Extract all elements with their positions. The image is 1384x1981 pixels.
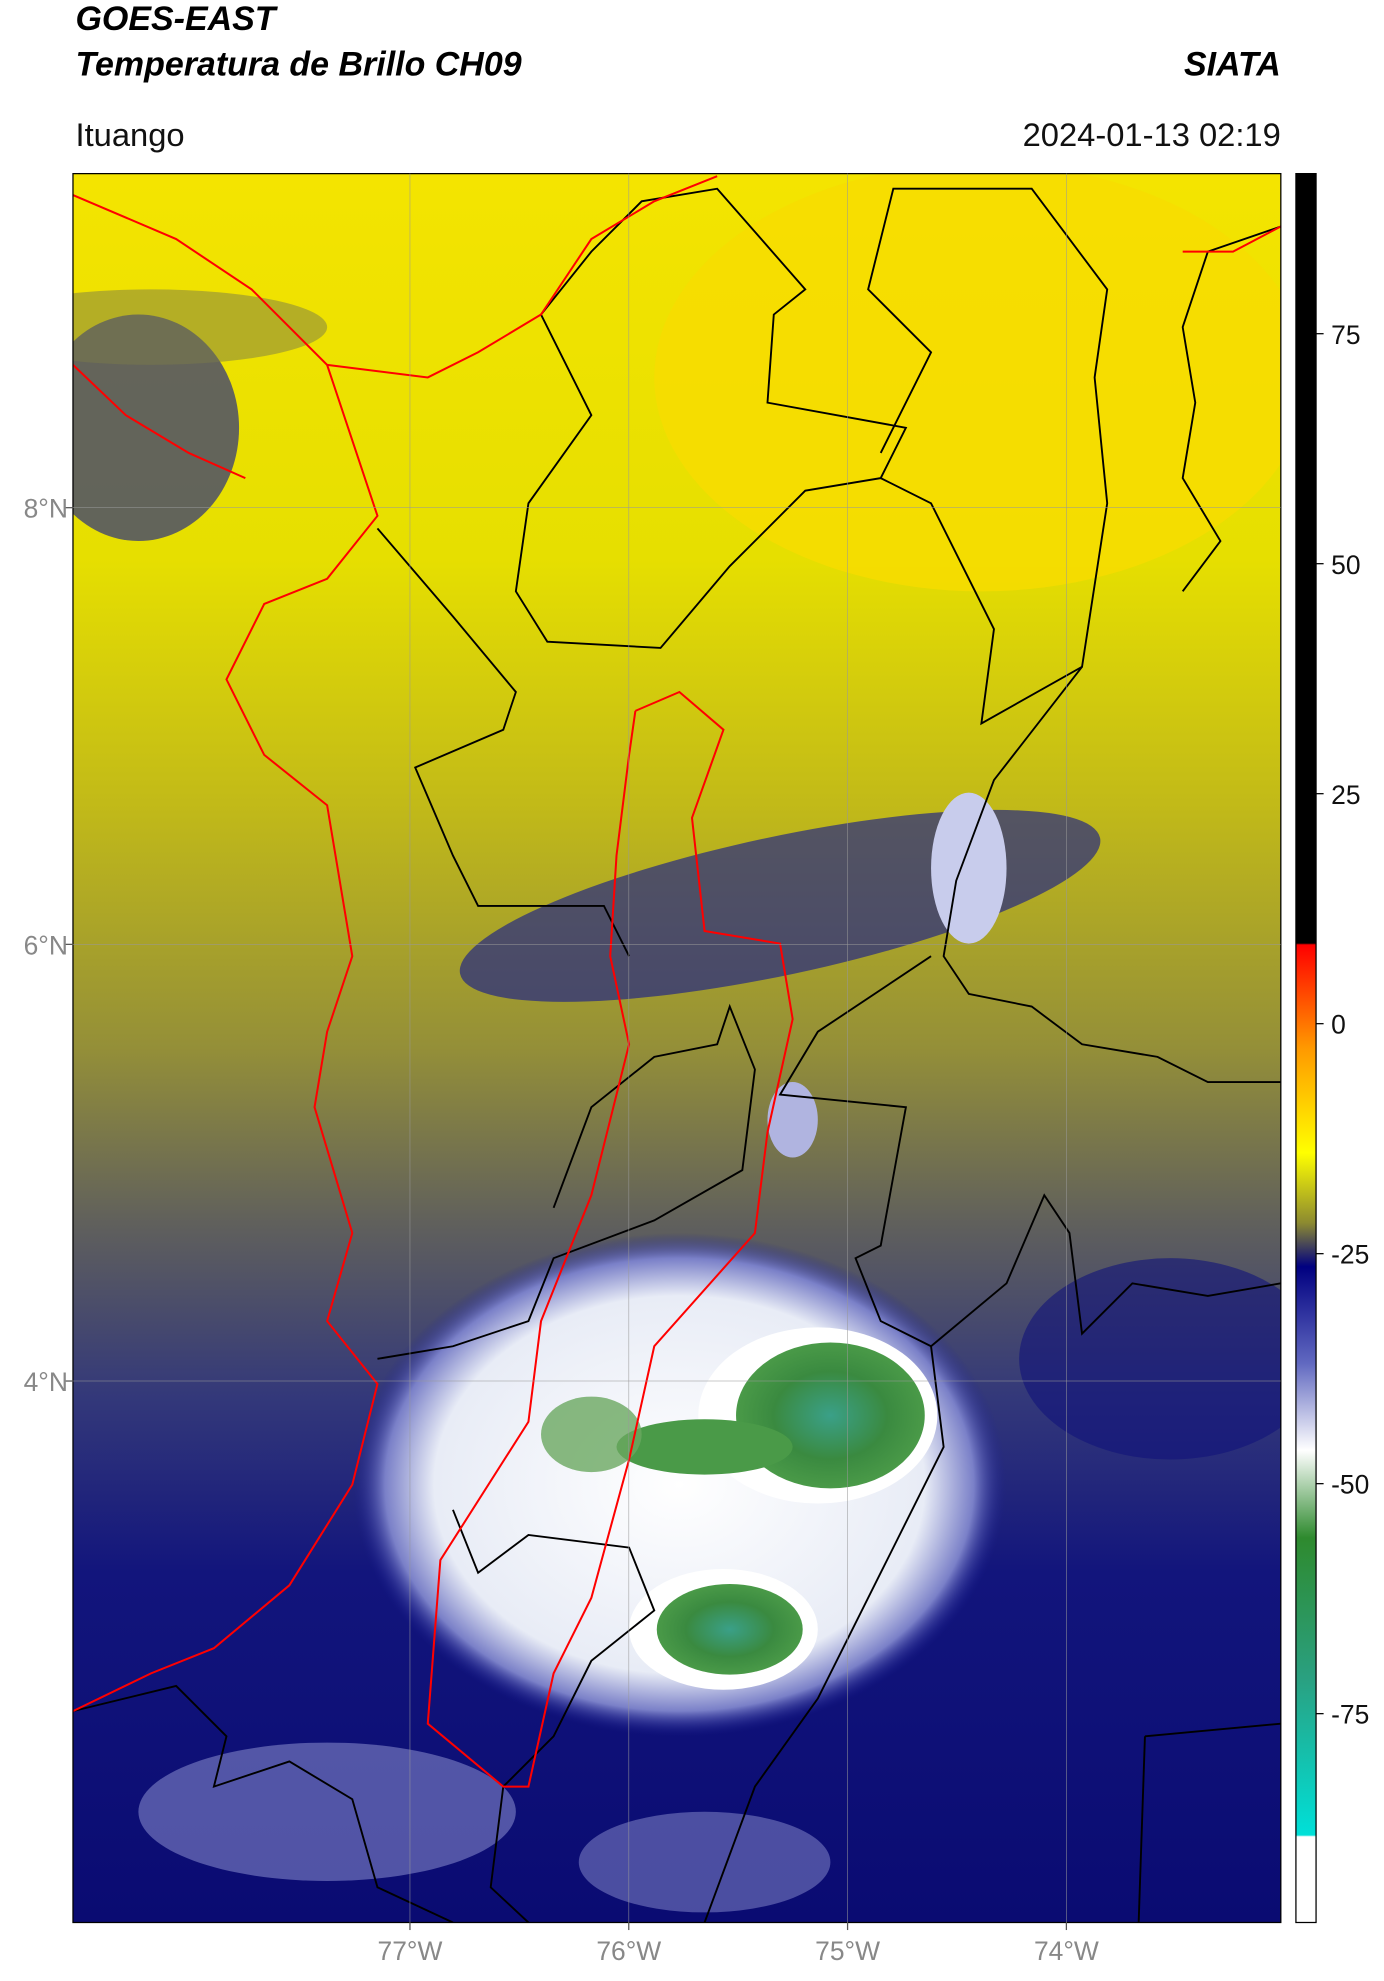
lat-tick-label: 4°N (24, 1367, 68, 1397)
convective-cell (767, 1082, 818, 1158)
satellite-map (72, 173, 1281, 1923)
lon-tick-label: 74°W (1034, 1936, 1099, 1966)
title-line2: Temperatura de Brillo CH09 (75, 45, 521, 83)
colorbar-tick-label: 50 (1331, 550, 1360, 580)
cold-area (72, 314, 240, 541)
title-line1: GOES-EAST (75, 0, 278, 38)
cold-core (616, 1419, 793, 1475)
colorbar-tick-label: -50 (1331, 1470, 1369, 1500)
cloud-top (138, 1742, 516, 1881)
lat-tick-label: 6°N (24, 930, 68, 960)
datetime: 2024-01-13 02:19 (1023, 116, 1281, 153)
lat-tick-label: 8°N (24, 494, 68, 524)
convective-cell (931, 792, 1007, 944)
colorbar-tick-label: -75 (1331, 1700, 1369, 1730)
map-frame (72, 172, 1282, 1924)
organization: SIATA (1184, 45, 1281, 83)
cold-core (656, 1584, 803, 1675)
lon-tick-label: 76°W (596, 1936, 661, 1966)
lon-tick-label: 77°W (378, 1936, 443, 1966)
colorbar-tick-label: -25 (1331, 1240, 1369, 1270)
cold-area (72, 289, 328, 365)
warm-area (654, 173, 1281, 592)
colorbar-tick-label: 75 (1331, 320, 1360, 350)
colorbar-tick-label: 0 (1331, 1010, 1346, 1040)
cold-core (541, 1396, 642, 1473)
colorbar (1295, 172, 1317, 1924)
location: Ituango (75, 116, 184, 153)
lon-tick-label: 75°W (815, 1936, 880, 1966)
cloud-top (578, 1811, 831, 1913)
borders (72, 187, 1281, 1923)
colorbar-tick-label: 25 (1331, 780, 1360, 810)
cold-area (1019, 1258, 1281, 1460)
